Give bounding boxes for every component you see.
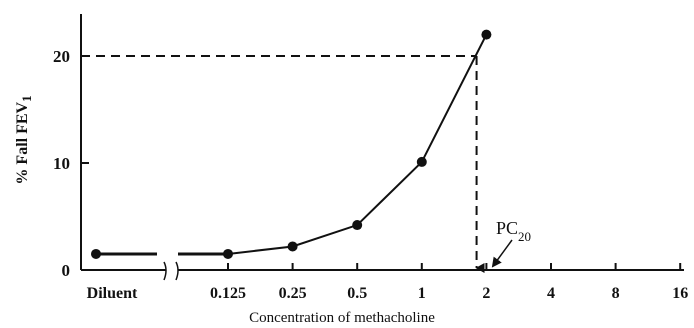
data-point (481, 29, 492, 40)
x-tick-label: 4 (547, 285, 555, 302)
axis-break-mark (163, 261, 179, 281)
series (91, 29, 492, 259)
pc20-annotation: PC20 (491, 218, 531, 268)
pc20-label: PC20 (496, 218, 531, 244)
data-point-diluent (91, 248, 101, 259)
x-tick-label: 1 (418, 285, 426, 302)
y-tick-label: 10 (53, 154, 70, 173)
axes (80, 14, 684, 281)
x-tick-label: 0.25 (279, 285, 307, 302)
y-axis-label: % Fall FEV1 (14, 95, 34, 184)
x-tick-label: 0.125 (210, 285, 246, 302)
x-tick-label: Diluent (87, 285, 138, 302)
x-tick-label: 8 (612, 285, 620, 302)
data-point (416, 156, 427, 167)
pc20-pointer-arrow (491, 239, 513, 268)
data-point (287, 241, 298, 252)
x-tick-label: 2 (482, 285, 490, 302)
y-tick-label: 0 (62, 261, 71, 280)
x-ticks: Diluent 0.125 0.25 0.5 1 2 4 8 16 (87, 263, 688, 302)
data-point (223, 248, 233, 259)
data-point (352, 220, 363, 231)
x-tick-label: 16 (672, 285, 688, 302)
y-tick-label: 20 (53, 47, 70, 66)
x-axis-label: Concentration of methacholine (249, 310, 435, 326)
x-tick-label: 0.5 (347, 285, 367, 302)
y-ticks: 0 10 20 (53, 47, 89, 280)
reference-lines (81, 55, 485, 273)
